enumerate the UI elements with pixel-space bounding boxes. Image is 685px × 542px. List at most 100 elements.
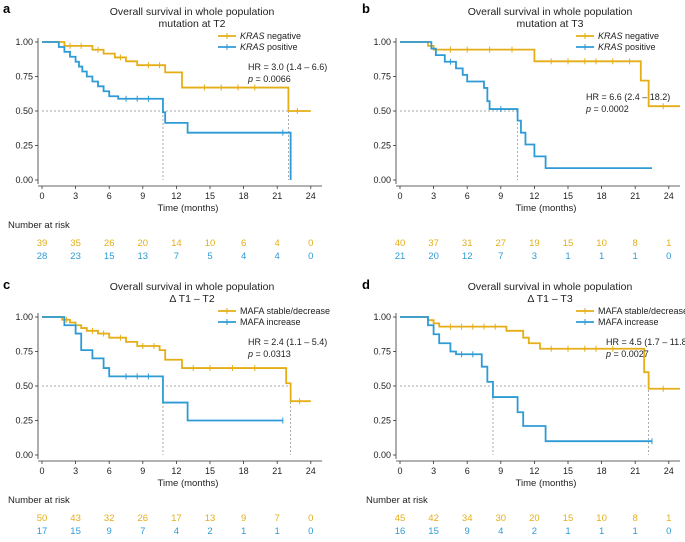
risk-count: 50 xyxy=(37,513,48,524)
p-value: p = 0.0313 xyxy=(247,349,291,359)
risk-count: 45 xyxy=(395,513,406,524)
x-tick-label: 21 xyxy=(630,191,640,201)
risk-count: 10 xyxy=(596,238,607,249)
chart-title-line: Δ T1 – T2 xyxy=(169,293,215,305)
risk-count: 1 xyxy=(565,526,570,537)
y-tick-label: 1.00 xyxy=(15,312,33,322)
km-curve-comparison xyxy=(400,316,652,443)
risk-count: 2 xyxy=(207,526,212,537)
x-tick-label: 9 xyxy=(498,191,503,201)
risk-count: 23 xyxy=(70,251,81,262)
legend-entry: KRAS positive xyxy=(240,42,298,52)
risk-count: 1 xyxy=(666,513,671,524)
risk-count: 39 xyxy=(37,238,48,249)
risk-count: 10 xyxy=(205,238,216,249)
km-curve-comparison xyxy=(42,41,292,180)
risk-count: 0 xyxy=(308,513,313,524)
risk-count: 15 xyxy=(563,238,574,249)
risk-count: 1 xyxy=(633,251,638,262)
hazard-ratio: HR = 4.5 (1.7 – 11.8) xyxy=(606,337,685,347)
x-tick-label: 3 xyxy=(73,191,78,201)
x-tick-label: 6 xyxy=(465,191,470,201)
risk-count: 10 xyxy=(596,513,607,524)
risk-count: 32 xyxy=(104,513,115,524)
chart-title-line: Overall survival in whole population xyxy=(468,6,633,18)
km-curve-reference xyxy=(400,316,680,390)
risk-count: 15 xyxy=(104,251,115,262)
risk-count: 20 xyxy=(529,513,540,524)
chart-title-line: Overall survival in whole population xyxy=(468,281,633,293)
risk-count: 0 xyxy=(666,526,671,537)
risk-count: 4 xyxy=(174,526,179,537)
risk-count: 31 xyxy=(462,238,473,249)
x-tick-label: 9 xyxy=(140,191,145,201)
risk-count: 27 xyxy=(496,238,507,249)
x-axis-label: Time (months) xyxy=(516,203,577,214)
risk-count: 35 xyxy=(70,238,81,249)
km-panel-a: a Overall survival in whole populationmut… xyxy=(3,1,327,262)
x-tick-label: 18 xyxy=(597,191,607,201)
y-tick-label: 0.50 xyxy=(373,106,391,116)
km-curve-reference xyxy=(42,41,311,112)
risk-count: 9 xyxy=(241,513,246,524)
y-tick-label: 0.50 xyxy=(15,106,33,116)
y-tick-label: 0.00 xyxy=(373,175,391,185)
legend-entry: KRAS negative xyxy=(598,31,659,41)
x-tick-label: 12 xyxy=(529,191,539,201)
panel-letter: b xyxy=(362,1,370,16)
y-tick-label: 0.75 xyxy=(373,347,391,357)
risk-count: 8 xyxy=(633,513,638,524)
legend-entry: KRAS negative xyxy=(240,31,301,41)
km-curve-reference xyxy=(42,316,311,403)
legend-entry: MAFA stable/decrease xyxy=(598,306,685,316)
risk-count: 7 xyxy=(498,251,503,262)
y-tick-label: 0.25 xyxy=(373,141,391,151)
risk-count: 15 xyxy=(428,526,439,537)
risk-count: 1 xyxy=(565,251,570,262)
risk-count: 9 xyxy=(465,526,470,537)
risk-count: 0 xyxy=(308,238,313,249)
x-tick-label: 24 xyxy=(664,191,674,201)
chart-title-line: Overall survival in whole population xyxy=(110,281,275,293)
x-tick-label: 6 xyxy=(107,466,112,476)
y-tick-label: 0.50 xyxy=(15,381,33,391)
y-tick-label: 0.00 xyxy=(15,450,33,460)
hazard-ratio: HR = 6.6 (2.4 – 18.2) xyxy=(586,92,670,102)
p-value: p = 0.0002 xyxy=(585,104,629,114)
risk-count: 8 xyxy=(633,238,638,249)
x-tick-label: 12 xyxy=(171,466,181,476)
risk-count: 1 xyxy=(666,238,671,249)
x-tick-label: 0 xyxy=(397,466,402,476)
risk-count: 2 xyxy=(532,526,537,537)
y-tick-label: 1.00 xyxy=(15,37,33,47)
chart-title-line: mutation at T3 xyxy=(517,18,584,30)
risk-count: 15 xyxy=(563,513,574,524)
risk-count: 43 xyxy=(70,513,81,524)
p-value: p = 0.0066 xyxy=(247,74,291,84)
risk-count: 37 xyxy=(428,238,439,249)
y-tick-label: 0.75 xyxy=(373,72,391,82)
risk-count: 15 xyxy=(70,526,81,537)
y-tick-label: 0.75 xyxy=(15,72,33,82)
risk-count: 1 xyxy=(599,526,604,537)
risk-count: 26 xyxy=(138,513,149,524)
x-tick-label: 3 xyxy=(431,191,436,201)
y-tick-label: 0.00 xyxy=(373,450,391,460)
p-value: p = 0.0027 xyxy=(605,349,649,359)
hazard-ratio: HR = 3.0 (1.4 – 6.6) xyxy=(248,62,327,72)
y-tick-label: 0.75 xyxy=(15,347,33,357)
x-tick-label: 6 xyxy=(107,191,112,201)
risk-count: 4 xyxy=(241,251,246,262)
risk-count: 28 xyxy=(37,251,48,262)
risk-count: 42 xyxy=(428,513,439,524)
number-at-risk-title: Number at risk xyxy=(366,495,428,506)
chart-title-line: Δ T1 – T3 xyxy=(527,293,573,305)
x-tick-label: 18 xyxy=(239,466,249,476)
x-tick-label: 3 xyxy=(73,466,78,476)
risk-count: 16 xyxy=(395,526,406,537)
x-tick-label: 0 xyxy=(39,466,44,476)
x-tick-label: 24 xyxy=(306,466,316,476)
x-tick-label: 18 xyxy=(597,466,607,476)
